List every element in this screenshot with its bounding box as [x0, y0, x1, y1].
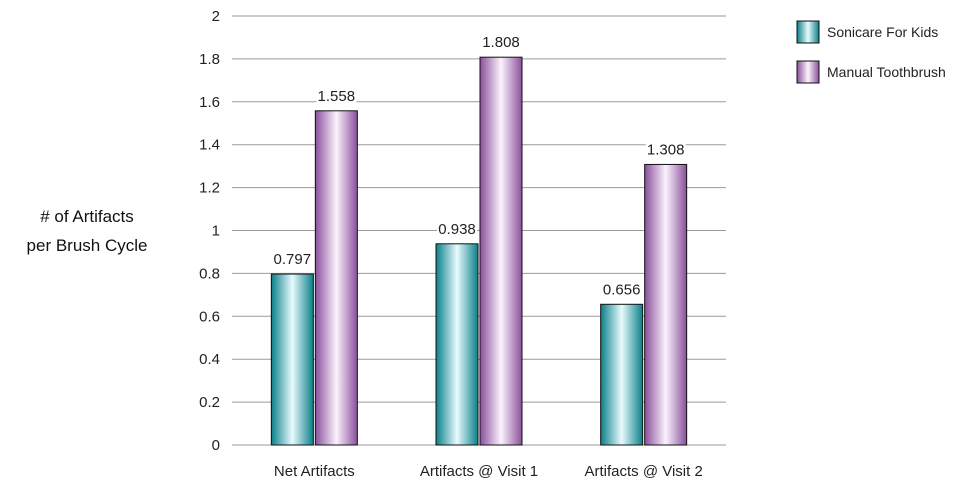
y-tick-label: 0 [212, 437, 220, 454]
y-tick-label: 1.8 [199, 51, 220, 68]
data-label-background [645, 140, 686, 159]
bar-manual [314, 110, 358, 446]
bar-manual [479, 56, 523, 446]
data-label-background [601, 280, 642, 299]
data-label-background [437, 219, 477, 238]
data-label-sonicare: 0.656 [603, 281, 641, 298]
legend-swatch-sonicare [796, 20, 820, 44]
x-tick-label: Artifacts @ Visit 1 [420, 463, 538, 480]
gridlines [232, 15, 726, 446]
legend: Sonicare For Kids Manual Toothbrush [796, 20, 946, 84]
y-tick-label: 0.4 [199, 351, 220, 368]
x-tick-label: Artifacts @ Visit 2 [585, 463, 703, 480]
data-label-background [272, 250, 313, 269]
y-tick-label: 0.6 [199, 308, 220, 325]
data-labels: 0.797 1.558 0.938 1.808 0.656 1.308 [272, 33, 686, 299]
y-axis-label-line-1: # of Artifacts [40, 207, 134, 226]
y-axis-ticks: 0 0.2 0.4 0.6 0.8 1 1.2 1.4 1.6 1.8 2 [199, 8, 220, 454]
bars [270, 56, 688, 446]
legend-label-sonicare: Sonicare For Kids [827, 24, 938, 40]
bar-manual [644, 163, 688, 446]
legend-label-manual: Manual Toothbrush [827, 64, 946, 80]
y-tick-label: 1.2 [199, 180, 220, 197]
data-label-manual: 1.808 [482, 34, 520, 51]
data-label-manual: 1.558 [318, 88, 356, 105]
x-tick-label: Net Artifacts [274, 463, 355, 480]
legend-swatch-manual [796, 60, 820, 84]
y-tick-label: 2 [212, 8, 220, 25]
data-label-sonicare: 0.797 [274, 251, 312, 268]
data-label-manual: 1.308 [647, 141, 685, 158]
y-tick-label: 0.8 [199, 265, 220, 282]
bar-sonicare [270, 273, 314, 446]
x-axis-ticks: Net Artifacts Artifacts @ Visit 1 Artifact… [274, 463, 703, 480]
y-axis-label: # of Artifacts per Brush Cycle [27, 207, 148, 255]
y-tick-label: 1.6 [199, 94, 220, 111]
data-label-sonicare: 0.938 [438, 221, 476, 238]
y-tick-label: 1 [212, 223, 220, 240]
y-tick-label: 1.4 [199, 137, 220, 154]
y-axis-label-line-2: per Brush Cycle [27, 236, 148, 255]
bar-sonicare [600, 303, 644, 446]
data-label-background [316, 86, 357, 105]
bar-sonicare [435, 243, 479, 446]
data-label-background [481, 33, 521, 52]
y-tick-label: 0.2 [199, 394, 220, 411]
